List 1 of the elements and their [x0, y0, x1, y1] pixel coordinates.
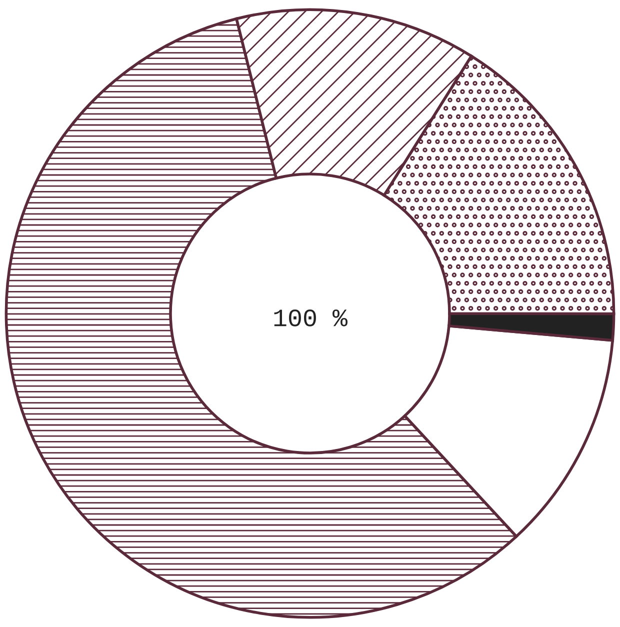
text: 100 % [274, 309, 348, 326]
